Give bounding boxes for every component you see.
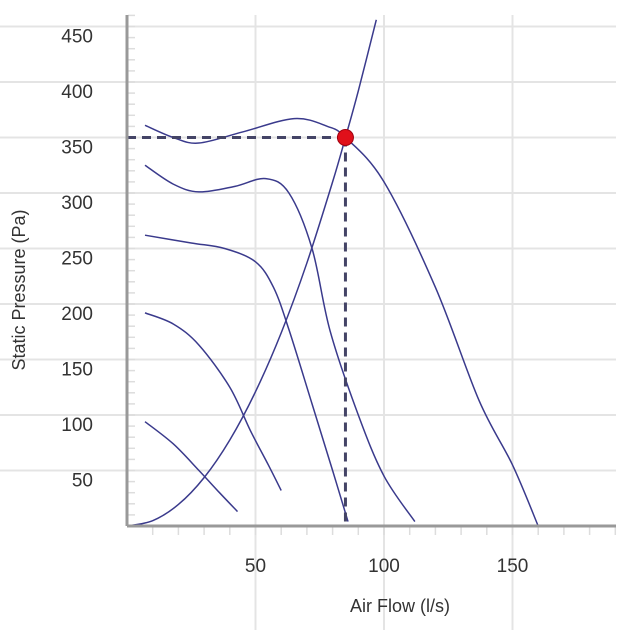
operating-point-guides: [127, 136, 347, 526]
fan-curve-5: [144, 421, 239, 513]
y-tick-label: 200: [61, 304, 93, 325]
y-tick-label: 150: [61, 360, 93, 381]
operating-point-marker: [336, 129, 354, 146]
x-tick-label: 50: [245, 556, 266, 577]
x-tick-label: 150: [497, 556, 529, 577]
y-tick-label: 400: [61, 82, 93, 103]
fan-curve-1: [144, 117, 539, 527]
y-tick-label: 250: [61, 249, 93, 270]
y-tick-label: 350: [61, 138, 93, 159]
grid: [0, 15, 616, 630]
y-axis-label: Static Pressure (Pa): [9, 209, 29, 370]
y-tick-label: 100: [61, 415, 93, 436]
y-tick-label: 450: [61, 27, 93, 48]
tick-labels: 50 100 150 50 100 150 200 250 300 350 400 450: [61, 27, 528, 578]
x-tick-label: 100: [368, 556, 400, 577]
fan-curve-2: [144, 164, 416, 522]
x-axis-label: Air Flow (l/s): [350, 596, 450, 616]
y-tick-label: 50: [72, 471, 93, 492]
system-curve: [126, 19, 378, 527]
curves: [126, 19, 539, 527]
y-tick-label: 300: [61, 193, 93, 214]
minor-ticks: [128, 14, 617, 535]
fan-curve-4: [144, 312, 282, 491]
fan-curve-3: [144, 234, 349, 522]
